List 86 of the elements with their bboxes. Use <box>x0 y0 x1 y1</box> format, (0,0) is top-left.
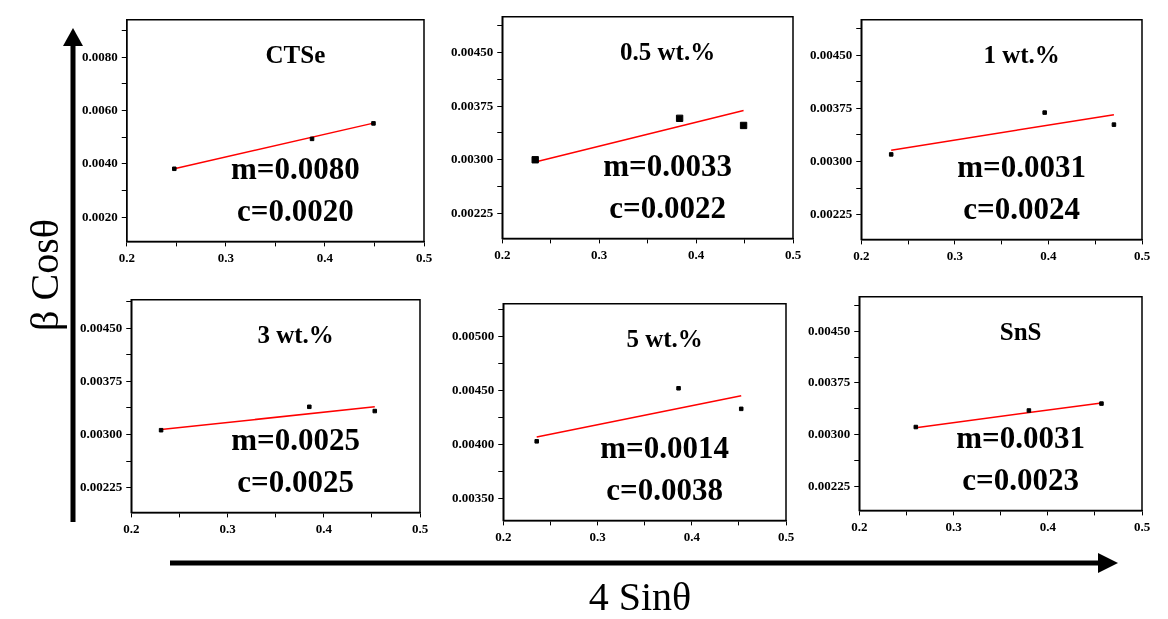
text: 3 wt.% <box>257 320 334 348</box>
point <box>1099 401 1104 406</box>
y-tick-label: 0.00225 <box>451 204 494 220</box>
text: 0.5 wt.% <box>620 37 716 65</box>
annotation: m=0.0080 <box>231 151 360 187</box>
x-tick-label: 0.4 <box>316 249 334 265</box>
y-tick-label: 0.0040 <box>82 155 118 171</box>
y-tick-label: 0.00500 <box>452 327 495 343</box>
point <box>1042 110 1047 115</box>
y-tick-label: 0.00450 <box>810 46 853 62</box>
y-tick-label: 0.00300 <box>80 425 123 441</box>
x-tick-label: 0.5 <box>1133 247 1151 263</box>
point <box>309 136 315 142</box>
x-tick-label: 0.3 <box>217 249 235 265</box>
point <box>738 406 744 412</box>
y-tick-label: 0.00375 <box>451 97 494 113</box>
x-tick-label: 0.5 <box>777 528 795 544</box>
y-tick-label: 0.00450 <box>451 43 494 59</box>
annotation: c=0.0025 <box>237 464 354 500</box>
y-tick-label: 0.00375 <box>810 99 853 115</box>
point <box>172 166 177 172</box>
y-tick-label: 0.0080 <box>82 48 118 64</box>
y-tick-label: 0.00450 <box>80 319 123 335</box>
point <box>1026 408 1032 413</box>
point <box>675 114 684 122</box>
y-tick-label: 0.00375 <box>808 374 851 390</box>
x-tick-label: 0.3 <box>219 520 237 536</box>
x-tick-label: 0.3 <box>591 246 608 262</box>
x-tick-label: 0.2 <box>495 528 512 544</box>
x-tick-label: 0.4 <box>1040 247 1058 263</box>
point <box>534 439 539 444</box>
y-tick-label: 0.00225 <box>810 205 853 221</box>
point <box>676 386 681 391</box>
x-tick-label: 0.2 <box>494 246 511 262</box>
x-tick-label: 0.5 <box>411 520 429 536</box>
annotation: m=0.0031 <box>956 420 1085 456</box>
annotation: c=0.0023 <box>962 462 1079 498</box>
y-tick-label: 0.00400 <box>452 435 495 451</box>
point <box>307 404 312 410</box>
annotation: m=0.0031 <box>957 149 1086 185</box>
x-tick-label: 0.5 <box>784 246 802 262</box>
x-tick-label: 0.3 <box>945 518 963 534</box>
point <box>371 121 376 126</box>
x-tick-label: 0.3 <box>946 247 964 263</box>
y-tick-label: 0.0020 <box>82 208 118 224</box>
y-tick-label: 0.00300 <box>451 151 494 167</box>
y-tick-label: 0.00450 <box>452 381 495 397</box>
annotation: m=0.0014 <box>600 430 729 466</box>
y-tick-label: 0.00450 <box>808 322 851 338</box>
x-tick-label: 0.5 <box>415 249 433 265</box>
x-tick-label: 0.3 <box>589 528 607 544</box>
x-tick-label: 0.4 <box>687 246 705 262</box>
x-tick-label: 0.5 <box>1133 518 1151 534</box>
annotation: c=0.0038 <box>606 472 723 508</box>
y-tick-label: 0.00300 <box>810 152 853 168</box>
y-tick-label: 0.00375 <box>80 372 123 388</box>
x-tick-label: 0.4 <box>683 528 701 544</box>
annotation: m=0.0025 <box>231 422 360 458</box>
point <box>372 408 378 414</box>
point <box>913 424 919 430</box>
y-tick-label: 0.00225 <box>80 478 123 494</box>
text: SnS <box>999 317 1042 345</box>
x-tick-label: 0.4 <box>1039 518 1057 534</box>
point <box>531 156 539 164</box>
annotation: c=0.0022 <box>609 190 726 226</box>
point <box>888 152 894 157</box>
text: 5 wt.% <box>626 324 703 352</box>
y-tick-label: 0.00350 <box>452 490 495 506</box>
annotation: c=0.0020 <box>237 193 354 229</box>
text: 1 wt.% <box>983 40 1060 68</box>
point <box>158 427 164 433</box>
y-axis-title: β Cosθ <box>20 219 68 331</box>
x-tick-label: 0.2 <box>123 520 140 536</box>
x-tick-label: 0.2 <box>851 518 868 534</box>
x-tick-label: 0.2 <box>853 247 870 263</box>
y-tick-label: 0.00225 <box>808 477 851 493</box>
x-axis-title: 4 Sinθ <box>588 573 692 619</box>
annotation: m=0.0033 <box>603 148 732 184</box>
annotation: c=0.0024 <box>963 191 1080 227</box>
y-tick-label: 0.0060 <box>82 101 118 117</box>
x-tick-label: 0.4 <box>315 520 333 536</box>
y-tick-label: 0.00300 <box>808 425 851 441</box>
text: CTSe <box>265 40 326 68</box>
point <box>1111 122 1117 127</box>
x-tick-label: 0.2 <box>118 249 135 265</box>
point <box>739 121 748 130</box>
